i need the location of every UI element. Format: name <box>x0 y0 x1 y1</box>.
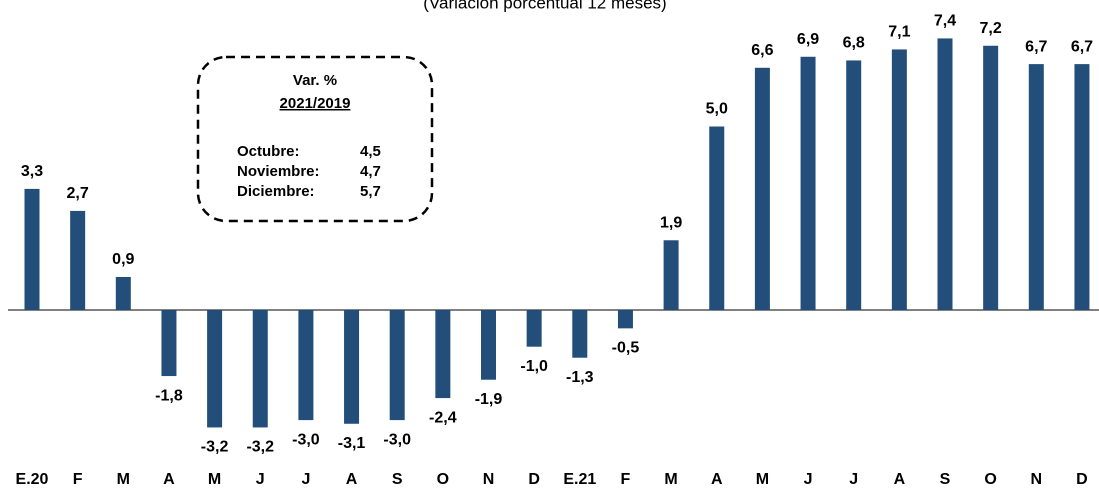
value-label: 6,6 <box>751 42 773 59</box>
x-tick-label: N <box>1031 471 1043 488</box>
bar <box>800 56 816 310</box>
x-tick-label: M <box>117 471 130 488</box>
value-label: -3,1 <box>338 435 366 452</box>
bar <box>1074 64 1090 310</box>
value-label: 2,7 <box>67 185 89 202</box>
value-label: -1,9 <box>475 391 503 408</box>
bar <box>617 310 633 329</box>
chart-subtitle: (Variación porcentual 12 meses) <box>423 0 666 12</box>
x-tick-label: M <box>208 471 221 488</box>
x-tick-label: J <box>804 471 813 488</box>
annotation-title: Var. % <box>293 72 337 89</box>
annotation-label: Octubre: <box>237 143 300 160</box>
bar <box>663 240 679 310</box>
bar <box>389 310 405 421</box>
x-tick-label: O <box>437 471 449 488</box>
value-label: 1,9 <box>660 214 682 231</box>
x-tick-label: A <box>894 471 906 488</box>
bar <box>481 310 496 380</box>
bar <box>70 210 86 310</box>
value-label: 6,7 <box>1025 38 1047 55</box>
annotation-value: 4,5 <box>360 143 381 160</box>
x-tick-label: S <box>940 471 951 488</box>
bar <box>572 310 588 358</box>
bar <box>526 310 542 347</box>
bar <box>207 310 223 428</box>
x-tick-label: A <box>163 471 175 488</box>
x-tick-label: D <box>528 471 540 488</box>
x-tick-label: J <box>849 471 858 488</box>
bar <box>754 67 770 310</box>
bar <box>1028 64 1044 310</box>
bar <box>344 310 360 424</box>
value-label: 0,9 <box>112 251 134 268</box>
x-tick-label: E.20 <box>16 471 49 488</box>
value-label: -3,2 <box>201 439 229 456</box>
x-tick-label: F <box>73 471 83 488</box>
annotation-box <box>196 55 434 223</box>
x-tick-label: O <box>984 471 996 488</box>
x-tick-label: S <box>392 471 403 488</box>
bar <box>252 310 268 428</box>
bar <box>24 188 40 310</box>
value-label: 7,4 <box>934 13 956 30</box>
value-label: 6,9 <box>797 31 819 48</box>
x-tick-label: M <box>664 471 677 488</box>
bar <box>983 45 999 310</box>
annotation-value: 5,7 <box>360 183 381 200</box>
annotation-subtitle: 2021/2019 <box>280 95 351 112</box>
value-label: -1,8 <box>155 387 183 404</box>
x-tick-label: E.21 <box>563 471 596 488</box>
x-tick-label: F <box>621 471 631 488</box>
value-label: 6,7 <box>1071 38 1093 55</box>
bar <box>937 38 953 311</box>
value-label: 7,2 <box>980 20 1002 37</box>
x-tick-label: A <box>346 471 358 488</box>
x-tick-label: A <box>711 471 723 488</box>
value-label: 3,3 <box>21 163 43 180</box>
x-tick-label: M <box>756 471 769 488</box>
bar <box>846 60 862 310</box>
value-label: -3,0 <box>292 431 320 448</box>
x-tick-label: J <box>301 471 310 488</box>
bar <box>161 310 177 377</box>
value-label: 6,8 <box>843 35 865 52</box>
value-label: -2,4 <box>429 409 457 426</box>
value-label: -3,2 <box>246 439 274 456</box>
annotation-label: Noviembre: <box>237 163 320 180</box>
value-label: -0,5 <box>612 340 640 357</box>
annotation-label: Diciembre: <box>237 183 315 200</box>
value-label: -1,3 <box>566 369 594 386</box>
bar <box>435 310 451 399</box>
value-label: -3,0 <box>383 431 411 448</box>
x-tick-label: J <box>256 471 265 488</box>
bar <box>115 276 131 310</box>
bar <box>891 49 907 311</box>
x-tick-label: N <box>483 471 495 488</box>
value-label: -1,0 <box>520 358 548 375</box>
x-tick-label: D <box>1076 471 1088 488</box>
value-label: 7,1 <box>888 24 910 41</box>
annotation-value: 4,7 <box>360 163 381 180</box>
bar <box>298 310 314 421</box>
bar <box>709 126 725 310</box>
value-label: 5,0 <box>706 101 728 118</box>
